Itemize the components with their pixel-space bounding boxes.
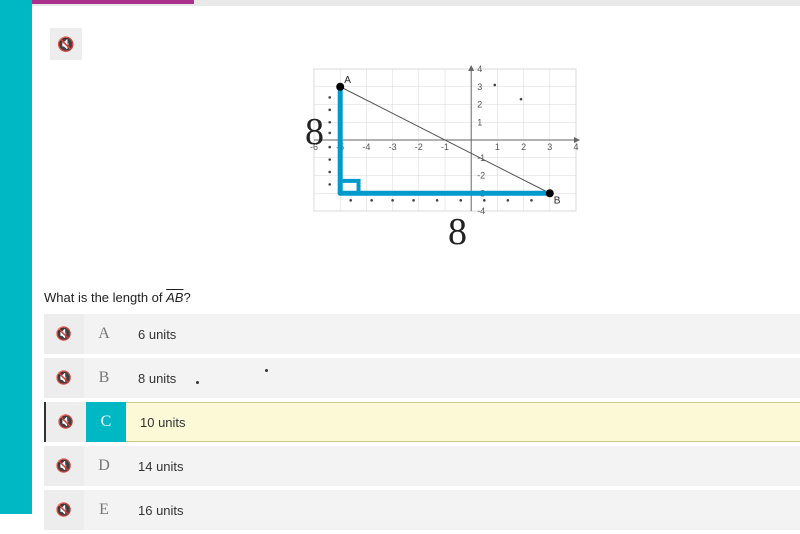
mute-icon: 🔇	[58, 414, 74, 430]
svg-text:2: 2	[477, 100, 482, 110]
answer-mute-button[interactable]: 🔇	[44, 358, 84, 398]
mute-icon: 🔇	[56, 326, 72, 342]
answer-row-d[interactable]: 🔇 D14 units	[44, 446, 800, 486]
chart-svg: -6-5-4-3-2-11234-4-3-2-11234AB	[300, 55, 590, 225]
svg-text:-1: -1	[441, 142, 449, 152]
handwritten-bottom: 8	[448, 210, 467, 254]
progress-fill	[32, 0, 194, 4]
svg-text:2: 2	[521, 142, 526, 152]
answer-mute-button[interactable]: 🔇	[44, 490, 84, 530]
mute-icon: 🔇	[57, 36, 74, 53]
mute-button[interactable]: 🔇	[50, 28, 82, 60]
mute-icon: 🔇	[56, 370, 72, 386]
answer-letter: C	[86, 402, 126, 442]
stray-dot	[265, 369, 268, 372]
answer-text: 8 units	[124, 358, 800, 398]
svg-text:-1: -1	[477, 153, 485, 163]
svg-text:3: 3	[477, 82, 482, 92]
answer-text: 10 units	[126, 402, 800, 442]
stray-dot	[196, 381, 199, 384]
svg-text:1: 1	[477, 117, 482, 127]
answer-text: 16 units	[124, 490, 800, 530]
question-segment: AB	[166, 290, 183, 305]
answer-mute-button[interactable]: 🔇	[46, 402, 86, 442]
svg-text:-3: -3	[389, 142, 397, 152]
answer-row-e[interactable]: 🔇 E16 units	[44, 490, 800, 530]
answer-list: 🔇 A6 units 🔇 B8 units 🔇 C10 units 🔇 D14 units 🔇 E…	[44, 314, 800, 534]
answer-text: 14 units	[124, 446, 800, 486]
svg-text:-2: -2	[477, 171, 485, 181]
answer-letter: A	[84, 314, 124, 354]
svg-text:-4: -4	[477, 206, 485, 216]
svg-text:B: B	[554, 195, 561, 206]
question-prefix: What is the length of	[44, 290, 166, 305]
svg-text:4: 4	[573, 142, 578, 152]
side-accent	[0, 0, 32, 514]
answer-row-c[interactable]: 🔇 C10 units	[44, 402, 800, 442]
svg-text:-2: -2	[415, 142, 423, 152]
svg-text:-4: -4	[362, 142, 370, 152]
mute-icon: 🔇	[56, 458, 72, 474]
question-suffix: ?	[183, 290, 190, 305]
handwritten-left: 8	[305, 110, 324, 154]
svg-text:A: A	[344, 75, 351, 86]
answer-letter: D	[84, 446, 124, 486]
question-text: What is the length of AB?	[44, 290, 191, 305]
answer-text: 6 units	[124, 314, 800, 354]
mute-icon: 🔇	[56, 502, 72, 518]
svg-text:1: 1	[495, 142, 500, 152]
answer-row-a[interactable]: 🔇 A6 units	[44, 314, 800, 354]
svg-text:4: 4	[477, 64, 482, 74]
answer-mute-button[interactable]: 🔇	[44, 314, 84, 354]
answer-letter: B	[84, 358, 124, 398]
answer-row-b[interactable]: 🔇 B8 units	[44, 358, 800, 398]
answer-letter: E	[84, 490, 124, 530]
svg-text:3: 3	[547, 142, 552, 152]
answer-mute-button[interactable]: 🔇	[44, 446, 84, 486]
